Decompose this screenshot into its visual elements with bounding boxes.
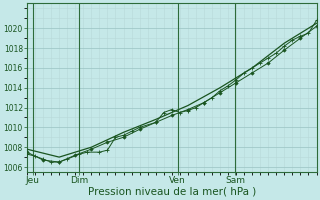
X-axis label: Pression niveau de la mer( hPa ): Pression niveau de la mer( hPa ) [88, 187, 256, 197]
